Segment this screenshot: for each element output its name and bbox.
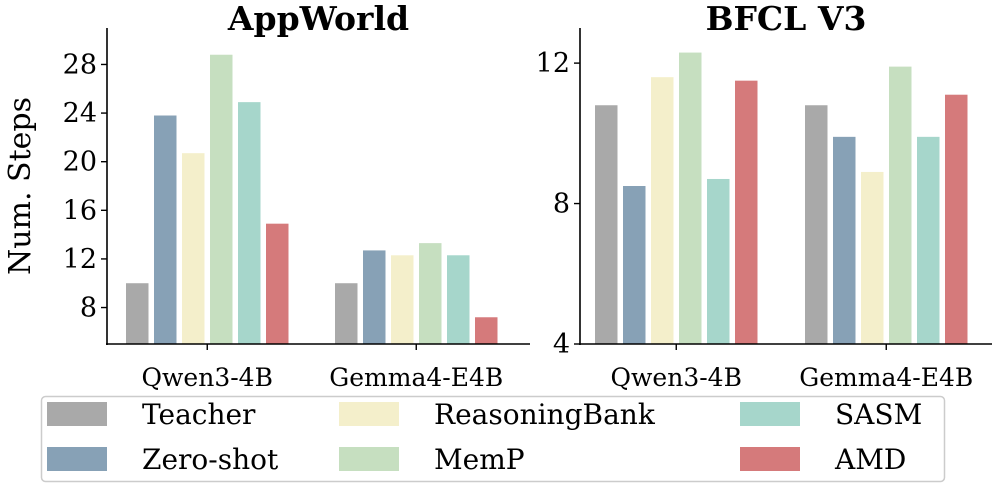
x-tick-label: Gemma4-E4B — [799, 363, 973, 392]
bar-zero-shot-1 — [623, 186, 646, 344]
bar-reasoningbank-2 — [861, 171, 884, 344]
bar-amd-2 — [475, 317, 498, 344]
legend-label-amd: AMD — [834, 443, 906, 476]
bar-amd-1 — [735, 80, 758, 345]
bar-zero-shot-2 — [363, 250, 386, 344]
legend-label-teacher: Teacher — [142, 398, 256, 431]
y-tick-label: 4 — [553, 329, 570, 360]
bar-teacher-2 — [805, 105, 828, 344]
x-tick-label: Gemma4-E4B — [329, 363, 503, 392]
y-tick-label: 12 — [536, 48, 570, 79]
legend-swatch-reasoningbank — [339, 402, 399, 426]
legend-frame — [40, 395, 946, 483]
bar-reasoningbank-1 — [651, 77, 674, 345]
bar-amd-1 — [266, 223, 289, 344]
x-tick-label: Qwen3-4B — [611, 363, 742, 392]
y-tick-label: 8 — [80, 293, 97, 324]
legend-swatch-sasm — [740, 402, 800, 426]
bar-sasm-1 — [238, 102, 261, 344]
legend-label-memp: MemP — [434, 443, 525, 476]
bar-memp-1 — [679, 52, 702, 344]
panel-title: AppWorld — [227, 0, 409, 38]
legend-swatch-amd — [740, 447, 800, 471]
y-tick-label: 12 — [63, 244, 97, 275]
y-tick-label: 28 — [63, 49, 97, 80]
legend-swatch-zero-shot — [47, 447, 107, 471]
bar-memp-2 — [889, 66, 912, 344]
bar-sasm-1 — [707, 178, 730, 344]
x-tick-label: Qwen3-4B — [142, 363, 273, 392]
bar-amd-2 — [945, 94, 968, 344]
y-axis-label: Num. Steps — [3, 97, 38, 275]
bar-reasoningbank-1 — [182, 153, 205, 344]
legend-label-zero-shot: Zero-shot — [142, 443, 279, 476]
y-tick-label: 16 — [63, 195, 97, 226]
y-tick-label: 24 — [63, 98, 97, 129]
bar-teacher-1 — [126, 283, 149, 344]
bar-zero-shot-1 — [154, 115, 177, 344]
bar-teacher-2 — [335, 283, 358, 344]
bar-memp-1 — [210, 54, 233, 344]
y-tick-label: 20 — [63, 147, 97, 178]
y-tick-label: 8 — [553, 189, 570, 220]
chart-panel-1: AppWorld 8 12 16 20 24 28 Qwen3-4B Gemma4-E4B Num… — [3, 0, 530, 392]
panel-title: BFCL V3 — [706, 0, 867, 38]
legend-swatch-teacher — [47, 402, 107, 426]
bar-sasm-2 — [917, 136, 940, 344]
bar-reasoningbank-2 — [391, 255, 414, 344]
legend-label-sasm: SASM — [835, 398, 922, 431]
legend-swatch-memp — [339, 447, 399, 471]
bar-memp-2 — [419, 243, 442, 344]
bar-zero-shot-2 — [833, 136, 856, 344]
legend: Teacher Zero-shot ReasoningBank MemP SASM AMD — [40, 395, 946, 483]
chart-panel-2: BFCL V3 4 8 12 Qwen3-4B Gemma4-E4B — [536, 0, 992, 392]
bar-sasm-2 — [447, 255, 470, 344]
bar-teacher-1 — [595, 105, 618, 344]
legend-label-reasoningbank: ReasoningBank — [434, 398, 656, 431]
